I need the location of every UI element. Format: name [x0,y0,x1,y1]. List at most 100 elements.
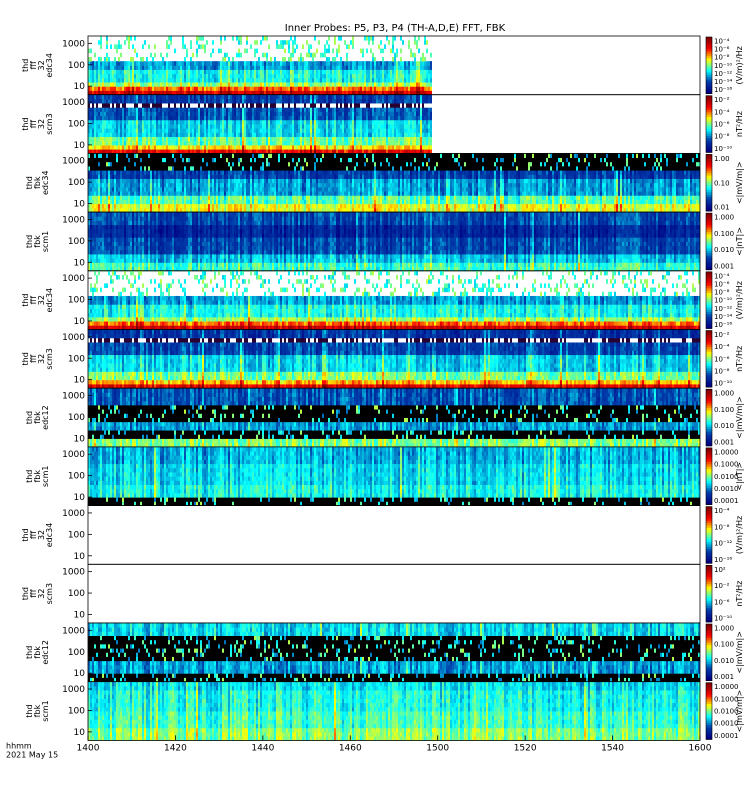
y-tick-label: 100 [68,413,85,423]
y-tick-label: 100 [68,354,85,364]
colorbar-unit: nT²/Hz [735,111,744,137]
spectrogram-4 [88,212,700,272]
panel-ylabel: 32 [37,295,46,305]
colorbar-tick-label: 10⁻¹⁰ [714,62,732,70]
colorbar-tick-label: 0.0001 [714,497,739,505]
colorbar-tick-label: 0.010 [714,246,734,254]
panel-ylabel: fff [29,589,38,598]
x-tick-label: 1460 [339,743,362,753]
y-tick-label: 1000 [62,333,85,343]
colorbar-tick-label: 10⁻² [714,96,730,104]
colorbar-tick-label: 0.0100 [714,708,739,716]
y-tick-label: 100 [68,530,85,540]
colorbar-unit: <|mV/m|> [735,690,744,733]
panel-frame [87,681,701,741]
panel-ylabel: edc12 [41,405,50,430]
panel-ylabel: scm3 [45,113,54,134]
panel-ylabel: thd [25,235,34,248]
y-tick-label: 1000 [62,39,85,49]
y-tick-label: 10 [74,82,86,92]
colorbar-tick-label: 10⁻⁶ [714,121,730,129]
colorbar-tick-label: 10⁻⁴ [714,38,730,46]
colorbar-tick-label: 10⁻⁶ [714,355,730,363]
panel-frame [87,505,701,565]
colorbar-unit: <|mV/m|> [735,396,744,439]
colorbar-tick-label: 10⁻⁴ [714,507,730,515]
y-tick-label: 100 [68,648,85,658]
panel-ylabel: fbk [33,704,42,717]
colorbar-tick-label: 0.1000 [714,695,739,703]
colorbar-unit: (V/m)²/Hz [735,281,744,319]
colorbar-tick-label: 0.100 [714,406,734,414]
colorbar-7: 1.000 0.100 0.010 0.001<|mV/m|> [705,388,744,446]
colorbar-4: 1.000 0.100 0.010 0.001<|nT|> [705,212,744,270]
spectrogram-5 [88,270,700,330]
panel-4: 1000 100 10 thd fbk scm1 1.000 0.100 0.010 0.001<… [25,211,744,272]
colorbar-unit: <|mV/m|> [735,631,744,674]
colorbar-unit: <|mV/m|> [735,161,744,204]
y-tick-label: 10 [74,669,86,679]
colorbar-tick-label: 0.100 [714,641,734,649]
x-tick-label: 1500 [426,743,449,753]
colorbar-unit: <|nT|> [735,462,744,491]
colorbar-tick-label: 0.01 [714,204,730,212]
colorbar-tick-label: 1.0000 [714,683,739,691]
colorbar-tick-label: 10⁻⁸ [714,523,730,531]
colorbar-tick-label: 0.100 [714,230,734,238]
colorbar-tick-label: 0.0010 [714,485,739,493]
colorbar-tick-label: 0.010 [714,657,734,665]
x-axis: 1400 1420 1440 1460 1500 1520 1540 1600 hhmm2021… [6,735,712,759]
y-tick-label: 10 [74,200,86,210]
colorbar-tick-label: 10⁻⁸ [714,368,730,376]
colorbar-11: 1.000 0.100 0.010 0.001<|mV/m|> [705,623,744,681]
panel-ylabel: fbk [33,646,42,659]
panel-ylabel: edc34 [45,288,54,313]
y-tick-label: 1000 [62,98,85,108]
panel-ylabel: 32 [37,354,46,364]
colorbar-tick-label: 10⁻⁸ [714,133,730,141]
x-tick-label: 1520 [514,743,537,753]
spectrogram-7 [88,388,700,448]
spectrogram-6 [88,329,700,389]
colorbar-tick-label: 0.001 [714,673,734,681]
y-tick-label: 10 [74,141,86,151]
panel-ylabel: thd [21,587,30,600]
colorbar-tick-label: 0.010 [714,422,734,430]
colorbar-tick-label: 10⁻⁸ [714,289,730,297]
panel-ylabel: thd [21,294,30,307]
colorbar-tick-label: 10² [714,566,726,574]
panel-10: 1000 100 10 thd fff 32 scm3 10² 10⁻² 10⁻⁶ 10⁻¹⁰nT²… [21,563,744,624]
panel-ylabel: fff [29,61,38,70]
panel-ylabel: fbk [33,470,42,483]
panel-ylabel: 32 [37,60,46,70]
y-tick-label: 100 [68,472,85,482]
colorbar-tick-label: 0.0100 [714,473,739,481]
y-tick-label: 10 [74,434,86,444]
y-tick-label: 100 [68,61,85,71]
y-tick-label: 1000 [62,568,85,578]
panel-ylabel: thd [21,352,30,365]
colorbar-tick-label: 10⁻¹⁶ [714,556,732,564]
panel-ylabel: edc12 [41,640,50,665]
colorbar-tick-label: 1.000 [714,214,734,222]
colorbar-tick-label: 10⁻⁸ [714,54,730,62]
colorbar-tick-label: 10⁻¹⁴ [714,313,732,321]
colorbar-tick-label: 10⁻¹⁶ [714,321,732,329]
x-axis-label: 2021 May 15 [6,750,58,759]
colorbar-12: 1.0000 0.1000 0.0100 0.0010 0.0001<|mV/m|> [705,682,744,740]
spectrogram-3 [88,153,700,213]
colorbar-5: 10⁻⁴10⁻⁶10⁻⁸10⁻¹⁰10⁻¹²10⁻¹⁴10⁻¹⁶(V/m)²/H… [705,271,744,329]
panel-ylabel: fbk [33,411,42,424]
colorbar-1: 10⁻⁴10⁻⁶10⁻⁸10⁻¹⁰10⁻¹²10⁻¹⁴10⁻¹⁶(V/m)²/H… [705,36,744,94]
panel-ylabel: thd [21,117,30,130]
x-axis-label: hhmm [6,741,32,750]
panel-ylabel: edc34 [45,53,54,78]
x-tick-label: 1400 [77,743,100,753]
spectrogram-8 [88,446,700,506]
colorbar-tick-label: 1.000 [714,390,734,398]
panel-ylabel: fff [29,296,38,305]
